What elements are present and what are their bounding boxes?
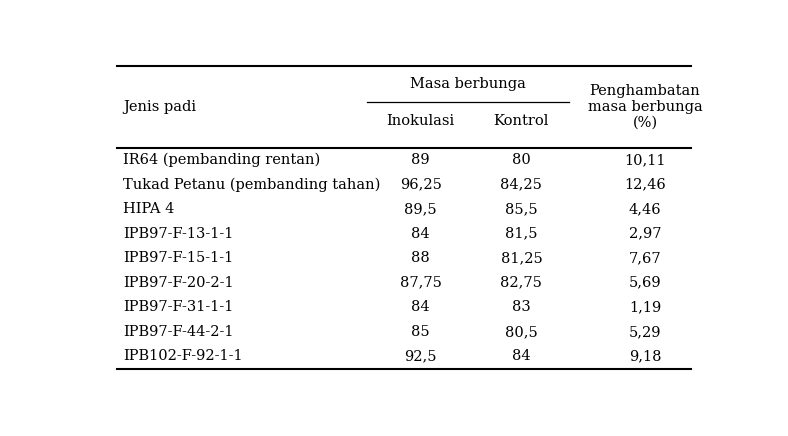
Text: 84: 84 (411, 300, 430, 314)
Text: Penghambatan
masa berbunga
(%): Penghambatan masa berbunga (%) (588, 84, 702, 130)
Text: Tukad Petanu (pembanding tahan): Tukad Petanu (pembanding tahan) (123, 177, 381, 192)
Text: 89,5: 89,5 (404, 202, 437, 216)
Text: 89: 89 (411, 153, 430, 167)
Text: 84: 84 (411, 227, 430, 241)
Text: 9,18: 9,18 (629, 349, 661, 363)
Text: 12,46: 12,46 (624, 178, 666, 192)
Text: 84: 84 (512, 349, 531, 363)
Text: 80: 80 (512, 153, 531, 167)
Text: 4,46: 4,46 (629, 202, 661, 216)
Text: IR64 (pembanding rentan): IR64 (pembanding rentan) (123, 153, 320, 167)
Text: 96,25: 96,25 (400, 178, 441, 192)
Text: 1,19: 1,19 (629, 300, 661, 314)
Text: 84,25: 84,25 (500, 178, 542, 192)
Text: 81,25: 81,25 (500, 251, 542, 265)
Text: IPB97-F-44-2-1: IPB97-F-44-2-1 (123, 325, 233, 339)
Text: 88: 88 (411, 251, 430, 265)
Text: 83: 83 (512, 300, 531, 314)
Text: IPB102-F-92-1-1: IPB102-F-92-1-1 (123, 349, 243, 363)
Text: 5,29: 5,29 (629, 325, 661, 339)
Text: Inokulasi: Inokulasi (387, 114, 455, 128)
Text: Kontrol: Kontrol (494, 114, 549, 128)
Text: 10,11: 10,11 (624, 153, 666, 167)
Text: 92,5: 92,5 (404, 349, 437, 363)
Text: 7,67: 7,67 (629, 251, 661, 265)
Text: 87,75: 87,75 (400, 276, 441, 290)
Text: 2,97: 2,97 (629, 227, 661, 241)
Text: 82,75: 82,75 (500, 276, 542, 290)
Text: Jenis padi: Jenis padi (123, 100, 196, 114)
Text: Masa berbunga: Masa berbunga (410, 77, 526, 91)
Text: 85,5: 85,5 (505, 202, 537, 216)
Text: IPB97-F-31-1-1: IPB97-F-31-1-1 (123, 300, 233, 314)
Text: IPB97-F-13-1-1: IPB97-F-13-1-1 (123, 227, 233, 241)
Text: HIPA 4: HIPA 4 (123, 202, 174, 216)
Text: 85: 85 (411, 325, 430, 339)
Text: IPB97-F-20-2-1: IPB97-F-20-2-1 (123, 276, 233, 290)
Text: IPB97-F-15-1-1: IPB97-F-15-1-1 (123, 251, 233, 265)
Text: 81,5: 81,5 (505, 227, 537, 241)
Text: 5,69: 5,69 (629, 276, 661, 290)
Text: 80,5: 80,5 (505, 325, 537, 339)
